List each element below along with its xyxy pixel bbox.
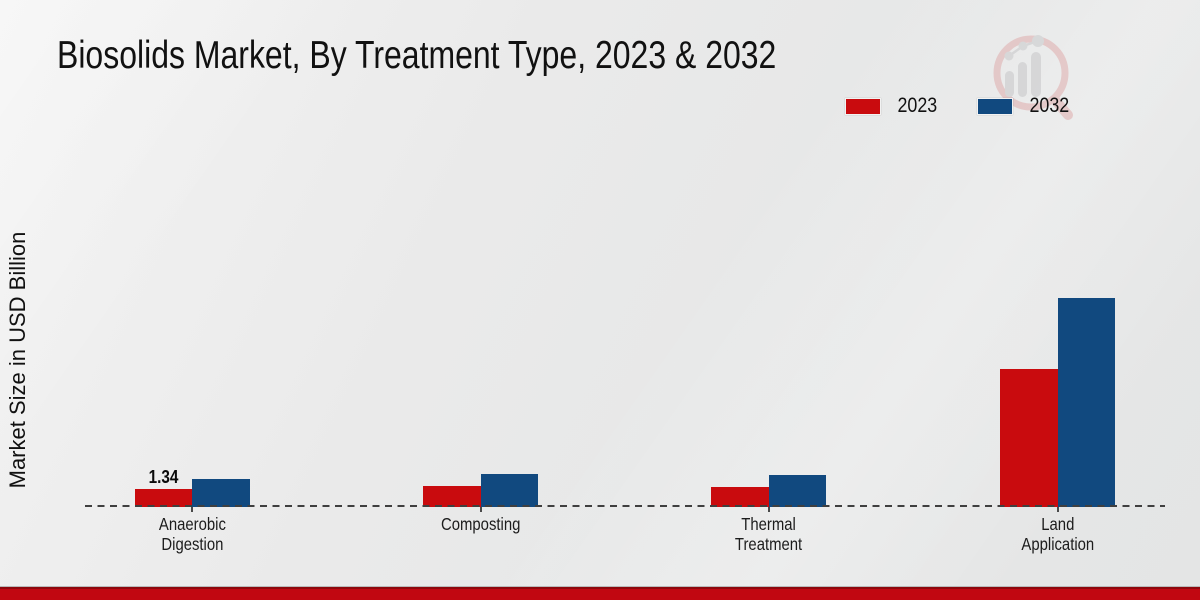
chart-title: Biosolids Market, By Treatment Type, 202… xyxy=(57,34,934,77)
bar-2023-thermal-treatment xyxy=(711,487,769,507)
data-label-2023: 1.34 xyxy=(123,467,203,488)
category-label-text: Composting xyxy=(440,514,521,534)
legend-label: 2032 xyxy=(1026,94,1073,118)
x-axis-baseline-dashed xyxy=(85,505,1165,507)
bottom-red-strip xyxy=(0,586,1200,600)
x-axis-tick xyxy=(191,507,193,512)
legend: 2023 2032 xyxy=(845,94,1094,118)
bar-2032-thermal-treatment xyxy=(768,475,826,507)
bar-2023-anaerobic-digestion xyxy=(134,489,192,507)
legend-item-2032: 2032 xyxy=(976,94,1073,118)
bar-2023-composting xyxy=(423,486,481,507)
bar-2032-land-application xyxy=(1057,297,1115,507)
category-label-text: Land Application xyxy=(1021,514,1094,554)
bar-2032-composting xyxy=(480,474,538,507)
x-axis-tick xyxy=(1056,507,1059,512)
data-label-text: 1.34 xyxy=(148,467,179,488)
category-label-thermal-treatment: Thermal Treatment xyxy=(659,514,879,554)
legend-label: 2023 xyxy=(894,94,941,118)
legend-label-text: 2032 xyxy=(1029,94,1069,117)
category-label-land-application: Land Application xyxy=(948,514,1168,554)
chart-title-text: Biosolids Market, By Treatment Type, 202… xyxy=(57,34,777,77)
x-axis-tick xyxy=(479,507,482,512)
x-axis-tick xyxy=(767,507,770,512)
magnifier-bar-chart-logo-icon xyxy=(993,35,1073,120)
bar-2023-land-application xyxy=(1000,369,1058,507)
bar-2032-anaerobic-digestion xyxy=(192,478,250,507)
category-label-text: Thermal Treatment xyxy=(734,514,803,554)
legend-swatch-2023 xyxy=(845,97,881,115)
category-label-text: Anaerobic Digestion xyxy=(158,514,226,554)
legend-swatch-2032 xyxy=(976,97,1013,115)
category-label-anaerobic-digestion: Anaerobic Digestion xyxy=(82,514,302,554)
category-label-composting: Composting xyxy=(371,514,591,534)
legend-item-2023: 2023 xyxy=(845,94,941,118)
legend-label-text: 2023 xyxy=(897,94,938,117)
